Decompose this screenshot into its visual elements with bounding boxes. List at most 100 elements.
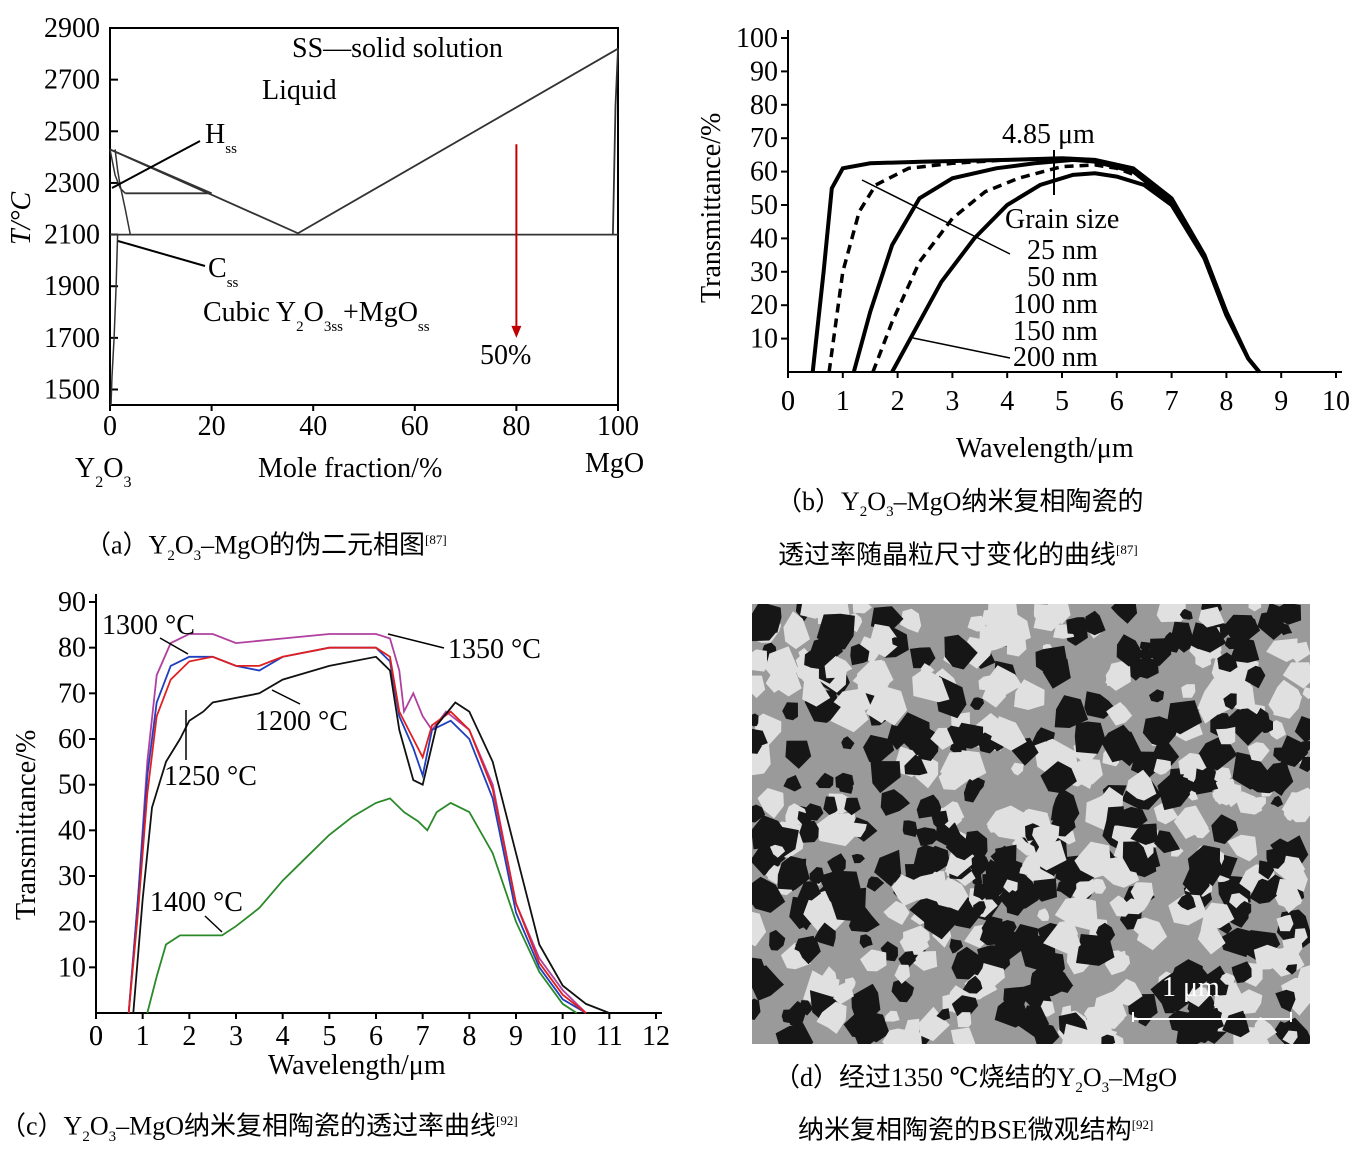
- label-1300: 1300 °C: [102, 610, 195, 641]
- dark-grain: [1270, 838, 1289, 858]
- dark-grain: [859, 934, 873, 949]
- dark-grain: [1110, 604, 1138, 624]
- phase-boundary-line: [109, 148, 212, 195]
- y-tick-label: 2300: [44, 168, 100, 199]
- dark-grain: [904, 754, 928, 776]
- dark-grain: [1211, 814, 1239, 845]
- dark-grain: [1245, 665, 1266, 689]
- dark-grain: [752, 804, 766, 823]
- light-grain: [1297, 965, 1310, 987]
- y-tick-label: 50: [58, 770, 86, 801]
- x-tick-label: 0: [781, 386, 795, 417]
- light-grain: [1043, 920, 1081, 955]
- dark-grain: [1130, 823, 1158, 845]
- dark-grain: [951, 946, 985, 980]
- x-axis-title: Wavelength/μm: [956, 433, 1134, 464]
- panel-d: 1 μm （d）经过1350 ℃烧结的Y2O3–MgO 纳米复相陶瓷的BSE微观…: [680, 580, 1359, 1152]
- light-grain: [1281, 977, 1310, 1016]
- light-grain: [1213, 989, 1240, 1013]
- red-arrow-head: [511, 325, 522, 338]
- y-tick-label: 30: [58, 861, 86, 892]
- cubic-region-label: Cubic Y2O3ss+MgOss: [203, 297, 430, 335]
- temp-series-1350: [127, 633, 587, 1014]
- c-solvus-line: [110, 234, 119, 406]
- light-grain: [868, 686, 908, 726]
- dark-grain: [1034, 1024, 1060, 1044]
- dark-grain: [866, 876, 885, 892]
- light-grain: [930, 727, 954, 750]
- dark-grain: [1122, 841, 1150, 875]
- x-tick-label: 1: [136, 1021, 150, 1052]
- grain-25nm-leader: [861, 179, 1011, 255]
- dark-grain: [1187, 845, 1221, 880]
- dark-grain: [966, 776, 985, 794]
- dark-grain: [752, 739, 762, 754]
- x-tick-label: 0: [103, 411, 117, 442]
- x-tick-label: 1: [836, 386, 850, 417]
- fifty-percent-label: 50%: [480, 340, 531, 371]
- caption-c: （c）Y2O3–MgO纳米复相陶瓷的透过率曲线[92]: [0, 1111, 518, 1145]
- light-grain: [752, 649, 768, 672]
- light-grain: [1074, 841, 1112, 878]
- red-arrow: [511, 144, 522, 338]
- light-grain: [845, 822, 867, 838]
- dark-grain: [1170, 621, 1196, 653]
- light-grain: [803, 889, 851, 936]
- y-tick-label: 2100: [44, 220, 100, 251]
- dark-grain: [850, 643, 870, 666]
- dark-grain: [1054, 695, 1089, 728]
- x-tick-label: 5: [1055, 386, 1069, 417]
- dark-grain: [1223, 693, 1237, 710]
- light-grain: [825, 811, 844, 828]
- light-grain: [800, 604, 835, 619]
- light-grain: [938, 763, 963, 790]
- grain-chart-series: [810, 156, 1261, 374]
- scale-bar: [1132, 1018, 1292, 1020]
- light-grain: [1247, 742, 1270, 762]
- y2o3-boundary-line: [114, 149, 132, 235]
- dark-grain: [909, 647, 936, 669]
- dark-grain: [1139, 641, 1152, 653]
- x-tick-label: 20: [198, 411, 226, 442]
- light-grain: [845, 977, 856, 992]
- x-tick-label: 2: [891, 386, 905, 417]
- dark-grain: [818, 870, 862, 902]
- dark-grain: [915, 827, 941, 846]
- y-tick-label: 100: [736, 23, 778, 54]
- dark-grain: [797, 881, 821, 901]
- light-grain: [752, 675, 766, 699]
- dark-grain: [1227, 704, 1270, 746]
- light-grain: [1019, 861, 1033, 875]
- dark-grain: [782, 702, 798, 721]
- light-grain: [1236, 791, 1263, 815]
- light-grain: [1191, 820, 1210, 839]
- dark-grain: [851, 853, 865, 864]
- panel-a: 0 20 40 60 80 100 1500 1700 1900 2100 2300 2500 2700…: [0, 0, 680, 564]
- leader-1400: [204, 915, 223, 933]
- dark-grain: [775, 1023, 814, 1044]
- x-tick-label: 40: [299, 411, 327, 442]
- temp-series-1200: [132, 655, 610, 1014]
- light-grain: [1220, 972, 1235, 986]
- light-grain: [987, 819, 999, 833]
- caption-d-line1: （d）经过1350 ℃烧结的Y2O3–MgO: [774, 1063, 1178, 1097]
- dark-grain: [1179, 608, 1193, 620]
- dark-grain: [1150, 638, 1172, 667]
- dark-grain: [905, 724, 940, 761]
- dark-grain: [973, 901, 986, 914]
- dark-grain: [1242, 930, 1281, 964]
- x-tick-label: 10: [1322, 386, 1350, 417]
- light-grain: [1153, 758, 1171, 775]
- plot-frame: [109, 27, 619, 406]
- dark-grain: [854, 1026, 878, 1044]
- x-axis-title: Wavelength/μm: [268, 1050, 446, 1080]
- light-grain: [990, 716, 1027, 751]
- y-tick-label: 1500: [44, 375, 100, 406]
- phase-diagram-axes: 0 20 40 60 80 100 1500 1700 1900 2100 2300 2500 2700…: [44, 13, 639, 442]
- light-grain: [978, 674, 997, 691]
- scale-bar-tick-right: [1290, 1012, 1292, 1022]
- x-tick-label: 4: [1000, 386, 1014, 417]
- panel-c: 0 1 2 3 4 5 6 7 8 9 10 11 12 10 20 30 40 50 60 70 80 90 0 1300…: [0, 580, 680, 1152]
- light-grain: [752, 911, 767, 947]
- dark-grain: [1101, 724, 1134, 763]
